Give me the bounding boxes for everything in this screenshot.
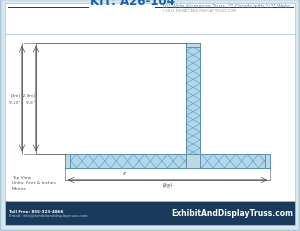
Bar (186, 44, 200, 48)
Text: Toll Free: 855-323-4866: Toll Free: 855-323-4866 (9, 209, 64, 213)
Text: ExhibitAndDisplayTruss.com: ExhibitAndDisplayTruss.com (171, 209, 293, 218)
Text: Email: info@exhibitanddisplaytruss.com: Email: info@exhibitanddisplaytruss.com (9, 213, 88, 217)
Text: Top View
Units: Feet & Inches
Metros: Top View Units: Feet & Inches Metros (12, 175, 56, 190)
Text: [2.9m]: [2.9m] (21, 93, 35, 97)
Bar (5, 4, 295, 35)
Text: 9'-6": 9'-6" (163, 184, 172, 188)
Text: [3m]: [3m] (163, 181, 172, 185)
Bar (265, 154, 270, 168)
Text: KIT: A26-104: KIT: A26-104 (90, 0, 175, 8)
Text: [3m]: [3m] (11, 93, 21, 97)
Bar (5, 35, 295, 201)
Bar (65, 154, 70, 168)
Text: ©2013 EXHIBIT AND DISPLAY TRUSS.COM: ©2013 EXHIBIT AND DISPLAY TRUSS.COM (162, 9, 236, 13)
Bar (5, 201, 295, 225)
Bar (186, 44, 200, 156)
Text: 9'-10": 9'-10" (9, 101, 21, 105)
Bar (186, 154, 200, 168)
Text: 9'-6": 9'-6" (25, 101, 35, 105)
Text: 10" Wide Aluminum Truss, 2" Chords with 1/2" Webs: 10" Wide Aluminum Truss, 2" Chords with … (162, 3, 290, 8)
Text: 4": 4" (123, 171, 128, 175)
Bar (65, 154, 270, 168)
